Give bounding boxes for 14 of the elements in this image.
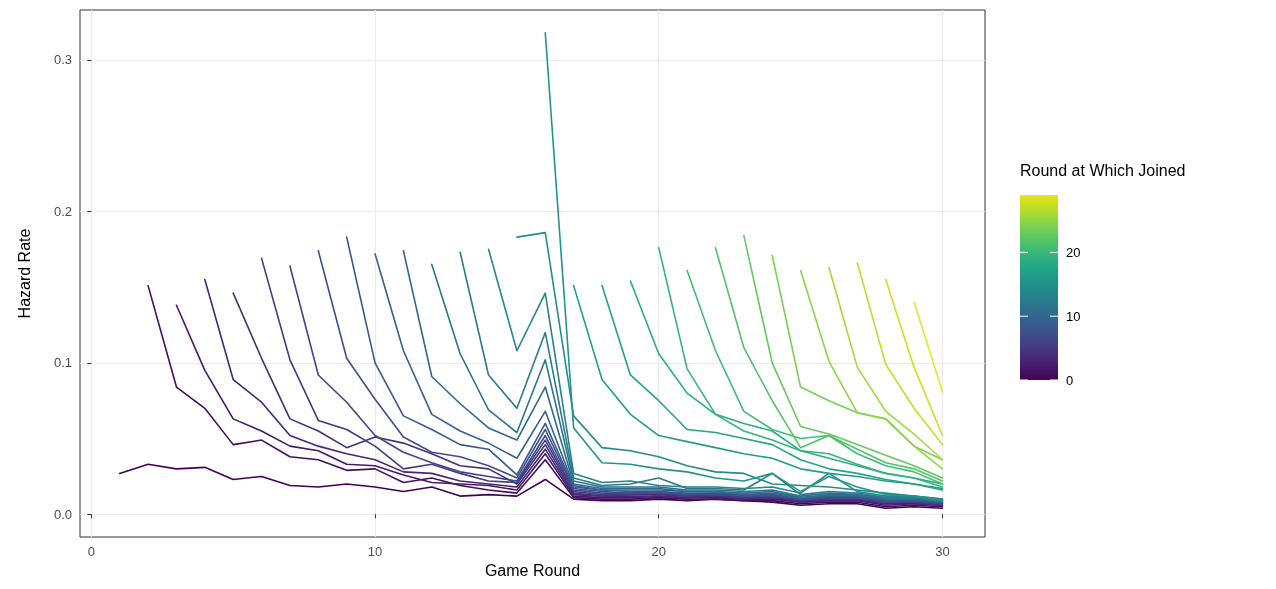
color-bar-label: 20 — [1066, 244, 1081, 260]
y-tick-label: 0.3 — [53, 52, 72, 68]
x-tick-label: 0 — [87, 544, 95, 559]
y-axis-title: Hazard Rate — [15, 228, 33, 319]
color-bar-label: 0 — [1066, 372, 1074, 388]
x-tick-label: 10 — [367, 544, 383, 559]
x-tick-label: 30 — [935, 544, 950, 559]
x-tick-label: 20 — [651, 544, 666, 559]
color-bar-title: Round at Which Joined — [1020, 161, 1186, 179]
color-bar-label: 10 — [1066, 308, 1081, 324]
x-axis-title: Game Round — [484, 562, 581, 580]
y-tick-label: 0.0 — [53, 506, 72, 522]
y-tick-label: 0.2 — [53, 203, 72, 219]
y-tick-label: 0.1 — [53, 355, 72, 371]
